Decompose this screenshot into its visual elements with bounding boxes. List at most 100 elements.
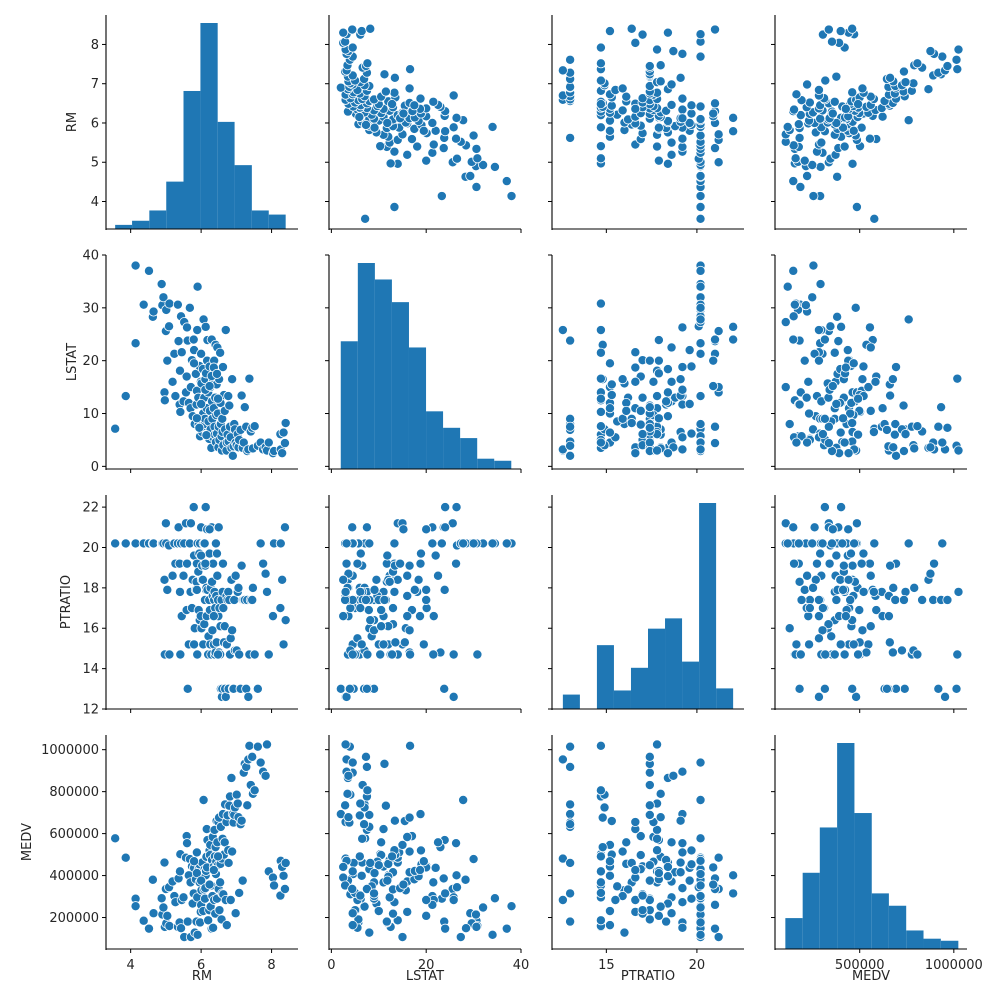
- scatter-point: [912, 421, 923, 432]
- scatter-point: [433, 837, 444, 848]
- scatter-point: [695, 794, 706, 805]
- scatter-point: [458, 538, 469, 549]
- scatter-point: [130, 260, 141, 271]
- scatter-point: [791, 639, 802, 650]
- scatter-point: [677, 362, 688, 373]
- scatter-point: [398, 108, 409, 119]
- scatter-point: [412, 141, 423, 152]
- scatter-point: [565, 132, 576, 143]
- y-tick-label: 14: [82, 662, 99, 677]
- panel-rm-vs-medv: [771, 15, 967, 233]
- scatter-point: [836, 502, 847, 513]
- scatter-point: [387, 649, 398, 660]
- scatter-point: [695, 302, 706, 313]
- scatter-point: [277, 574, 288, 585]
- scatter-point: [923, 84, 934, 95]
- scatter-point: [138, 299, 149, 310]
- x-axis-label: RM: [192, 969, 212, 984]
- hist-bar: [923, 938, 941, 949]
- scatter-point: [677, 766, 688, 777]
- scatter-point: [399, 637, 410, 648]
- scatter-point: [851, 202, 862, 213]
- scatter-point: [793, 538, 804, 549]
- scatter-point: [677, 432, 688, 443]
- scatter-point: [200, 502, 211, 513]
- scatter-point: [710, 421, 721, 432]
- scatter-point: [597, 812, 608, 823]
- scatter-point: [644, 402, 655, 413]
- scatter-point: [280, 418, 291, 429]
- scatter-point: [804, 639, 815, 650]
- scatter-point: [354, 112, 365, 123]
- scatter-point: [404, 812, 415, 823]
- hist-bar: [888, 905, 907, 949]
- scatter-point: [644, 914, 655, 925]
- scatter-point: [677, 141, 688, 152]
- scatter-point: [644, 422, 655, 433]
- scatter-point: [218, 603, 229, 614]
- scatter-point: [451, 133, 462, 144]
- scatter-point: [371, 574, 382, 585]
- scatter-point: [231, 789, 242, 800]
- scatter-point: [802, 437, 813, 448]
- scatter-point: [677, 384, 688, 395]
- scatter-point: [728, 112, 739, 123]
- scatter-point: [827, 108, 838, 119]
- scatter-point: [278, 427, 289, 438]
- scatter-point: [903, 314, 914, 325]
- scatter-point: [936, 402, 947, 413]
- scatter-point: [937, 51, 948, 62]
- scatter-point: [677, 113, 688, 124]
- scatter-point: [565, 916, 576, 927]
- scatter-point: [565, 440, 576, 451]
- scatter-point: [864, 558, 875, 569]
- scatter-point: [853, 99, 864, 110]
- scatter-point: [451, 882, 462, 893]
- hist-bar: [166, 181, 184, 229]
- scatter-point: [695, 757, 706, 768]
- scatter-point: [465, 170, 476, 181]
- scatter-point: [903, 538, 914, 549]
- scatter-point: [595, 915, 606, 926]
- scatter-point: [227, 450, 238, 461]
- scatter-point: [191, 584, 202, 595]
- scatter-point: [838, 413, 849, 424]
- scatter-point: [695, 213, 706, 224]
- scatter-point: [258, 558, 269, 569]
- scatter-point: [595, 887, 606, 898]
- scatter-point: [619, 927, 630, 938]
- scatter-point: [338, 574, 349, 585]
- scatter-point: [858, 548, 869, 559]
- scatter-point: [470, 909, 481, 920]
- scatter-point: [379, 758, 390, 769]
- hist-bar: [115, 224, 133, 229]
- scatter-point: [458, 794, 469, 805]
- scatter-point: [196, 875, 207, 886]
- scatter-point: [402, 832, 413, 843]
- scatter-point: [404, 846, 415, 857]
- scatter-point: [347, 757, 358, 768]
- scatter-point: [827, 381, 838, 392]
- scatter-point: [710, 899, 721, 910]
- scatter-point: [813, 691, 824, 702]
- scatter-point: [595, 58, 606, 69]
- scatter-point: [261, 586, 272, 597]
- scatter-point: [604, 125, 615, 136]
- scatter-point: [644, 800, 655, 811]
- scatter-point: [247, 594, 258, 605]
- scatter-point: [208, 611, 219, 622]
- scatter-point: [413, 574, 424, 585]
- scatter-point: [595, 740, 606, 751]
- scatter-point: [595, 347, 606, 358]
- scatter-point: [360, 213, 371, 224]
- scatter-point: [790, 153, 801, 164]
- scatter-point: [695, 348, 706, 359]
- hist-bar: [906, 930, 924, 949]
- scatter-point: [147, 874, 158, 885]
- scatter-point: [819, 334, 830, 345]
- scatter-point: [816, 137, 827, 148]
- scatter-point: [813, 611, 824, 622]
- scatter-point: [428, 649, 439, 660]
- scatter-point: [832, 311, 843, 322]
- scatter-point: [925, 442, 936, 453]
